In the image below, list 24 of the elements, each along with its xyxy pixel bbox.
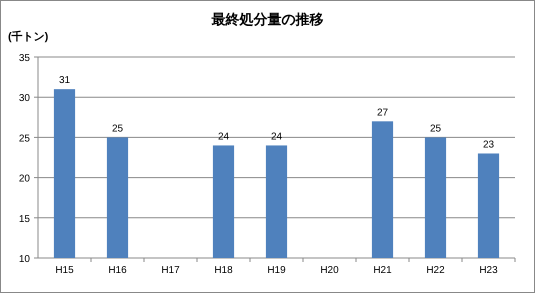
- x-tick-label: H18: [214, 265, 234, 276]
- y-tick-label: 10: [18, 254, 30, 265]
- y-tick-label: 15: [18, 214, 30, 225]
- y-tick-label: 25: [18, 133, 30, 144]
- x-tick-label: H21: [373, 265, 392, 276]
- data-label: 25: [112, 123, 124, 134]
- chart-title: 最終処分量の推移: [210, 11, 324, 27]
- data-label: 24: [218, 131, 230, 142]
- x-tick-label: H22: [426, 265, 446, 276]
- y-tick-label: 30: [18, 93, 30, 104]
- y-tick-label: 35: [18, 53, 30, 64]
- y-tick-label: 20: [18, 174, 30, 185]
- data-label: 24: [270, 131, 282, 142]
- x-tick-label: H19: [267, 265, 286, 276]
- data-label: 27: [376, 107, 388, 118]
- x-tick-label: H20: [320, 265, 340, 276]
- x-tick-label: H17: [161, 265, 180, 276]
- y-axis-title: (千トン): [8, 30, 49, 43]
- x-tick-label: H16: [108, 265, 128, 276]
- data-label: 23: [482, 139, 494, 150]
- x-tick-label: H23: [479, 265, 498, 276]
- data-label: 31: [58, 75, 70, 86]
- x-tick-label: H15: [55, 265, 74, 276]
- data-label: 25: [430, 123, 442, 134]
